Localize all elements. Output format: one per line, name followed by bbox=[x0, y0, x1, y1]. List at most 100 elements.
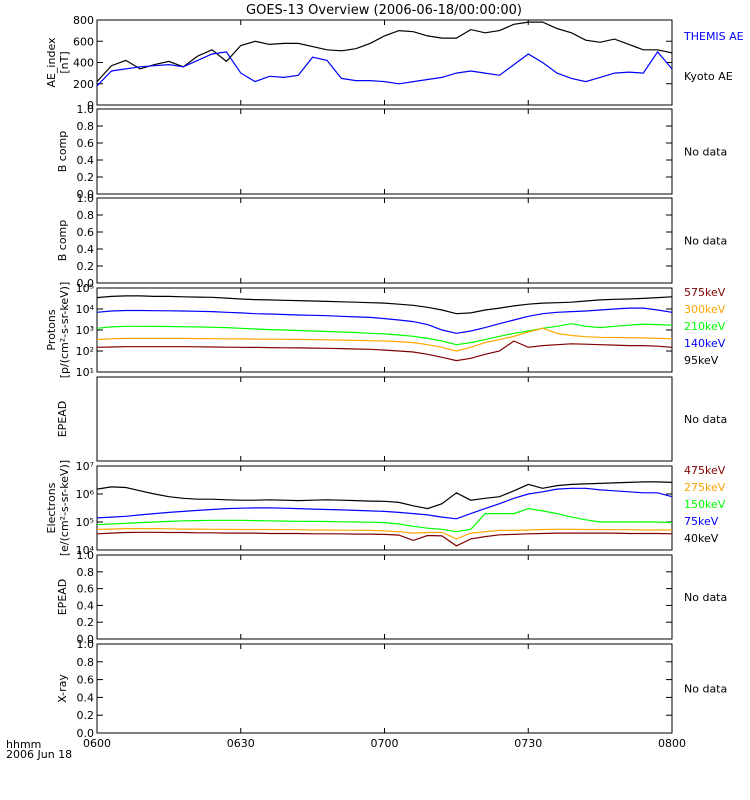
y-tick-label: 0.0 bbox=[77, 188, 95, 201]
y-tick-label: 10⁴ bbox=[76, 544, 95, 557]
y-tick-label: 0.4 bbox=[77, 691, 95, 704]
no-data-label: No data bbox=[684, 146, 727, 159]
y-tick-label: 0.2 bbox=[77, 709, 95, 722]
panel-bcomp1: 0.0 0.2 0.4 0.6 0.8 1.0 B comp No data bbox=[56, 103, 727, 201]
no-data-label: No data bbox=[684, 683, 727, 696]
no-data-label: No data bbox=[684, 235, 727, 248]
panel-ae: 0 200 400 600 800 AE_index [nT] THEMIS AE Kyoto … bbox=[45, 14, 744, 112]
y-tick-label: 800 bbox=[73, 14, 94, 27]
x-tick-label: 0600 bbox=[83, 737, 111, 750]
y-tick-label: 0.8 bbox=[77, 120, 95, 133]
y-tick-label: 0.4 bbox=[77, 243, 95, 256]
x-corner-label-date: 2006 Jun 18 bbox=[6, 748, 72, 761]
y-tick-label: 400 bbox=[73, 57, 94, 70]
y-axis-label: [e/(cm²-s-sr-keV)] bbox=[58, 460, 71, 556]
no-data-label: No data bbox=[684, 413, 727, 426]
x-tick-label: 0800 bbox=[658, 737, 686, 750]
y-tick-label: 1.0 bbox=[77, 638, 95, 651]
y-tick-label: 0.6 bbox=[77, 226, 95, 239]
y-axis-label: AE_index bbox=[45, 37, 58, 88]
series-line-kyoto-ae bbox=[96, 21, 673, 83]
panel-epead1: EPEAD No data bbox=[56, 376, 727, 462]
series-line-150kev bbox=[96, 507, 673, 533]
panel-frame bbox=[96, 465, 673, 551]
figure-title: GOES-13 Overview (2006-06-18/00:00:00) bbox=[246, 3, 522, 18]
series-line-475kev bbox=[96, 531, 673, 547]
y-tick-label: 0 bbox=[87, 99, 94, 112]
y-tick-label: 10⁵ bbox=[76, 282, 94, 295]
y-tick-label: 10⁵ bbox=[76, 516, 94, 529]
y-tick-label: 0.4 bbox=[77, 154, 95, 167]
y-tick-label: 600 bbox=[73, 35, 94, 48]
panel-frame bbox=[96, 108, 673, 195]
y-tick-label: 10⁴ bbox=[76, 303, 95, 316]
legend-entry: 140keV bbox=[684, 337, 726, 350]
panel-frame bbox=[96, 643, 673, 734]
y-axis-label: Protons bbox=[45, 309, 58, 350]
x-corner-label-hhmm: hhmm bbox=[6, 738, 41, 751]
series-line-95kev bbox=[96, 295, 673, 315]
y-tick-label: 0.2 bbox=[77, 616, 95, 629]
y-tick-label: 0.0 bbox=[77, 727, 95, 740]
legend-entry: 475keV bbox=[684, 464, 726, 477]
y-tick-label: 10³ bbox=[76, 324, 94, 337]
panel-xray: 0.0 0.2 0.4 0.6 0.8 1.0 0600 0630 0700 0730 0800 X-… bbox=[56, 638, 727, 750]
y-tick-label: 0.8 bbox=[77, 566, 95, 579]
y-tick-label: 0.0 bbox=[77, 633, 95, 646]
y-axis-label: EPEAD bbox=[56, 579, 69, 616]
panel-bcomp2: 0.0 0.2 0.4 0.6 0.8 1.0 B comp No data bbox=[56, 192, 727, 290]
legend-entry: 575keV bbox=[684, 286, 726, 299]
panel-frame bbox=[96, 376, 673, 462]
legend-entry: Kyoto AE bbox=[684, 70, 733, 83]
y-tick-label: 0.4 bbox=[77, 599, 95, 612]
legend-entry: 150keV bbox=[684, 498, 726, 511]
y-axis-label: [nT] bbox=[58, 51, 71, 73]
panel-protons: 10¹ 10² 10³ 10⁴ 10⁵ Protons [p/(cm²-s-sr-keV)]… bbox=[45, 282, 726, 379]
panel-frame bbox=[96, 197, 673, 284]
y-tick-label: 0.6 bbox=[77, 674, 95, 687]
no-data-label: No data bbox=[684, 591, 727, 604]
panel-frame bbox=[96, 19, 673, 106]
y-axis-label: X-ray bbox=[56, 674, 69, 703]
y-tick-label: 1.0 bbox=[77, 103, 95, 116]
y-tick-label: 0.0 bbox=[77, 277, 95, 290]
y-tick-label: 10⁶ bbox=[76, 488, 95, 501]
x-tick-label: 0630 bbox=[227, 737, 255, 750]
series-line-40kev bbox=[96, 481, 673, 510]
series-line-275kev bbox=[96, 527, 672, 540]
y-axis-label: Electrons bbox=[45, 482, 58, 533]
y-tick-label: 1.0 bbox=[77, 549, 95, 562]
y-tick-label: 200 bbox=[73, 78, 94, 91]
y-tick-label: 0.6 bbox=[77, 137, 95, 150]
y-tick-label: 0.8 bbox=[77, 209, 95, 222]
legend-entry: 210keV bbox=[684, 320, 726, 333]
y-tick-label: 10¹ bbox=[76, 366, 94, 379]
y-tick-label: 0.8 bbox=[77, 656, 95, 669]
series-line-210kev bbox=[96, 323, 673, 346]
series-line-300kev bbox=[96, 327, 673, 352]
series-line-575kev bbox=[96, 340, 673, 362]
x-tick-label: 0700 bbox=[371, 737, 399, 750]
legend-entry: 75keV bbox=[684, 515, 719, 528]
y-tick-label: 0.2 bbox=[77, 260, 95, 273]
series-line-140kev bbox=[96, 307, 673, 334]
y-tick-label: 10⁷ bbox=[76, 460, 94, 473]
y-tick-label: 0.6 bbox=[77, 583, 95, 596]
y-tick-label: 0.2 bbox=[77, 171, 95, 184]
panels: 0 200 400 600 800 AE_index [nT] THEMIS AE Kyoto … bbox=[45, 14, 744, 750]
panel-electrons: 10⁴ 10⁵ 10⁶ 10⁷ Electrons [e/(cm²-s-sr-keV)] 4… bbox=[45, 460, 726, 557]
legend-entry: 95keV bbox=[684, 354, 719, 367]
panel-frame bbox=[96, 554, 673, 640]
y-axis-label: [p/(cm²-s-sr-keV)] bbox=[58, 282, 71, 379]
y-axis-label: EPEAD bbox=[56, 401, 69, 438]
panel-epead2: 0.0 0.2 0.4 0.6 0.8 1.0 EPEAD No data bbox=[56, 549, 727, 646]
legend-entry: 300keV bbox=[684, 303, 726, 316]
y-axis-label: B comp bbox=[56, 220, 69, 262]
legend-entry: THEMIS AE bbox=[683, 30, 744, 43]
y-tick-label: 10² bbox=[76, 345, 94, 358]
x-tick-label: 0730 bbox=[514, 737, 542, 750]
series-line-themis-ae bbox=[96, 50, 673, 87]
series-line-75kev bbox=[96, 487, 673, 520]
legend-entry: 275keV bbox=[684, 481, 726, 494]
